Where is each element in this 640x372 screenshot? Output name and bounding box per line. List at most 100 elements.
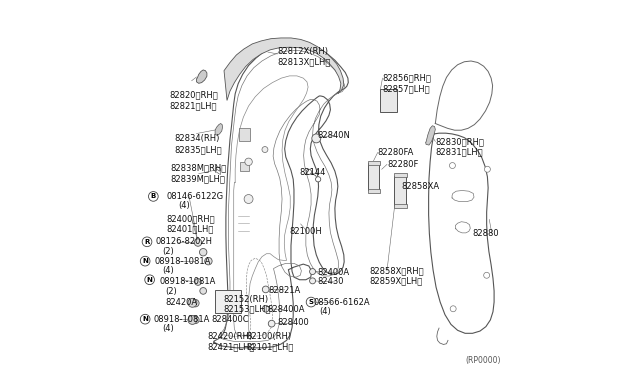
Text: (4): (4) — [178, 201, 189, 210]
Circle shape — [191, 299, 199, 307]
Text: 82839M〈LH〉: 82839M〈LH〉 — [170, 175, 225, 184]
Text: (4): (4) — [319, 307, 331, 316]
Circle shape — [310, 269, 316, 275]
Bar — [394, 176, 406, 205]
Text: 08566-6162A: 08566-6162A — [314, 298, 370, 307]
Circle shape — [262, 147, 268, 153]
Circle shape — [310, 278, 316, 284]
Circle shape — [140, 256, 150, 266]
Text: 82813X〈LH〉: 82813X〈LH〉 — [277, 57, 331, 66]
Polygon shape — [426, 126, 435, 145]
Circle shape — [200, 288, 207, 294]
Text: 82101〈LH〉: 82101〈LH〉 — [246, 342, 294, 351]
Circle shape — [306, 297, 316, 307]
Text: 82400〈RH〉: 82400〈RH〉 — [166, 214, 215, 223]
Text: 82430: 82430 — [317, 278, 344, 286]
Text: 82856〈RH〉: 82856〈RH〉 — [383, 74, 431, 83]
Text: 08146-6122G: 08146-6122G — [167, 192, 224, 201]
Circle shape — [306, 169, 312, 174]
Text: 82400A: 82400A — [317, 268, 349, 277]
Bar — [394, 204, 407, 208]
Text: 82859X〈LH〉: 82859X〈LH〉 — [369, 276, 423, 285]
Bar — [380, 89, 397, 112]
Circle shape — [262, 286, 269, 293]
Text: 82420(RH): 82420(RH) — [207, 332, 252, 341]
Text: 82830〈RH〉: 82830〈RH〉 — [435, 137, 484, 146]
Text: (2): (2) — [166, 287, 177, 296]
Text: 82858XA: 82858XA — [401, 182, 439, 190]
Bar — [367, 161, 380, 165]
Text: 82831〈LH〉: 82831〈LH〉 — [435, 147, 483, 156]
Text: 82812X(RH): 82812X(RH) — [277, 47, 328, 56]
Text: 82153〈LH〉: 82153〈LH〉 — [223, 304, 271, 313]
Polygon shape — [224, 38, 344, 100]
Text: 82280F: 82280F — [387, 160, 419, 169]
Bar — [239, 128, 250, 141]
Text: 82835〈LH〉: 82835〈LH〉 — [174, 145, 222, 154]
Circle shape — [142, 237, 152, 247]
Text: N: N — [142, 316, 148, 322]
Text: (2): (2) — [162, 247, 173, 256]
Text: 08918-1081A: 08918-1081A — [154, 257, 211, 266]
Text: 82821〈LH〉: 82821〈LH〉 — [170, 102, 217, 110]
Circle shape — [450, 306, 456, 312]
Text: 828400A: 828400A — [267, 305, 305, 314]
Text: 08918-1081A: 08918-1081A — [159, 278, 216, 286]
Circle shape — [449, 163, 456, 169]
Bar — [394, 173, 407, 177]
Circle shape — [307, 299, 314, 305]
Circle shape — [191, 316, 199, 324]
Text: 82858X〈RH〉: 82858X〈RH〉 — [369, 266, 424, 275]
Circle shape — [245, 158, 252, 166]
Circle shape — [148, 192, 158, 201]
Text: 82100(RH): 82100(RH) — [246, 332, 291, 341]
Text: 82144: 82144 — [300, 169, 326, 177]
Circle shape — [140, 314, 150, 324]
Text: 82152(RH): 82152(RH) — [223, 295, 269, 304]
Circle shape — [200, 248, 207, 256]
Polygon shape — [196, 70, 207, 83]
Circle shape — [188, 315, 197, 324]
Text: (RP0000): (RP0000) — [465, 356, 500, 365]
Text: S: S — [308, 299, 314, 305]
Text: 08126-8202H: 08126-8202H — [156, 237, 212, 246]
Circle shape — [484, 166, 490, 172]
Bar — [367, 189, 380, 193]
Circle shape — [244, 195, 253, 203]
Text: 82857〈LH〉: 82857〈LH〉 — [383, 84, 430, 93]
Circle shape — [268, 320, 275, 327]
Text: 82421〈LH〉: 82421〈LH〉 — [207, 342, 254, 351]
Text: B: B — [150, 193, 156, 199]
Text: 82838M〈RH〉: 82838M〈RH〉 — [170, 164, 227, 173]
Text: 82834(RH): 82834(RH) — [174, 134, 220, 143]
Circle shape — [316, 177, 321, 182]
Text: N: N — [147, 277, 152, 283]
Bar — [239, 162, 249, 171]
Circle shape — [484, 272, 490, 278]
Text: N: N — [142, 258, 148, 264]
Text: (4): (4) — [162, 324, 173, 333]
Circle shape — [188, 298, 197, 307]
Text: 828400C: 828400C — [211, 315, 249, 324]
Text: 828400: 828400 — [277, 318, 309, 327]
Circle shape — [262, 305, 269, 312]
Text: 82420A: 82420A — [165, 298, 197, 307]
Circle shape — [205, 257, 212, 265]
Text: 82880: 82880 — [472, 229, 499, 238]
Circle shape — [195, 279, 202, 285]
Text: 82840N: 82840N — [317, 131, 350, 140]
Bar — [215, 290, 241, 313]
Text: 82280FA: 82280FA — [378, 148, 414, 157]
Text: 08918-1081A: 08918-1081A — [154, 315, 210, 324]
Circle shape — [195, 239, 202, 246]
Bar — [369, 163, 379, 190]
Text: 82401〈LH〉: 82401〈LH〉 — [166, 224, 214, 233]
Text: R: R — [145, 239, 150, 245]
Text: 82821A: 82821A — [269, 286, 301, 295]
Circle shape — [145, 275, 154, 285]
Text: (4): (4) — [162, 266, 173, 275]
Polygon shape — [215, 124, 223, 135]
Text: 82100H: 82100H — [289, 227, 323, 236]
Text: 82820〈RH〉: 82820〈RH〉 — [170, 90, 218, 99]
Circle shape — [312, 134, 321, 143]
